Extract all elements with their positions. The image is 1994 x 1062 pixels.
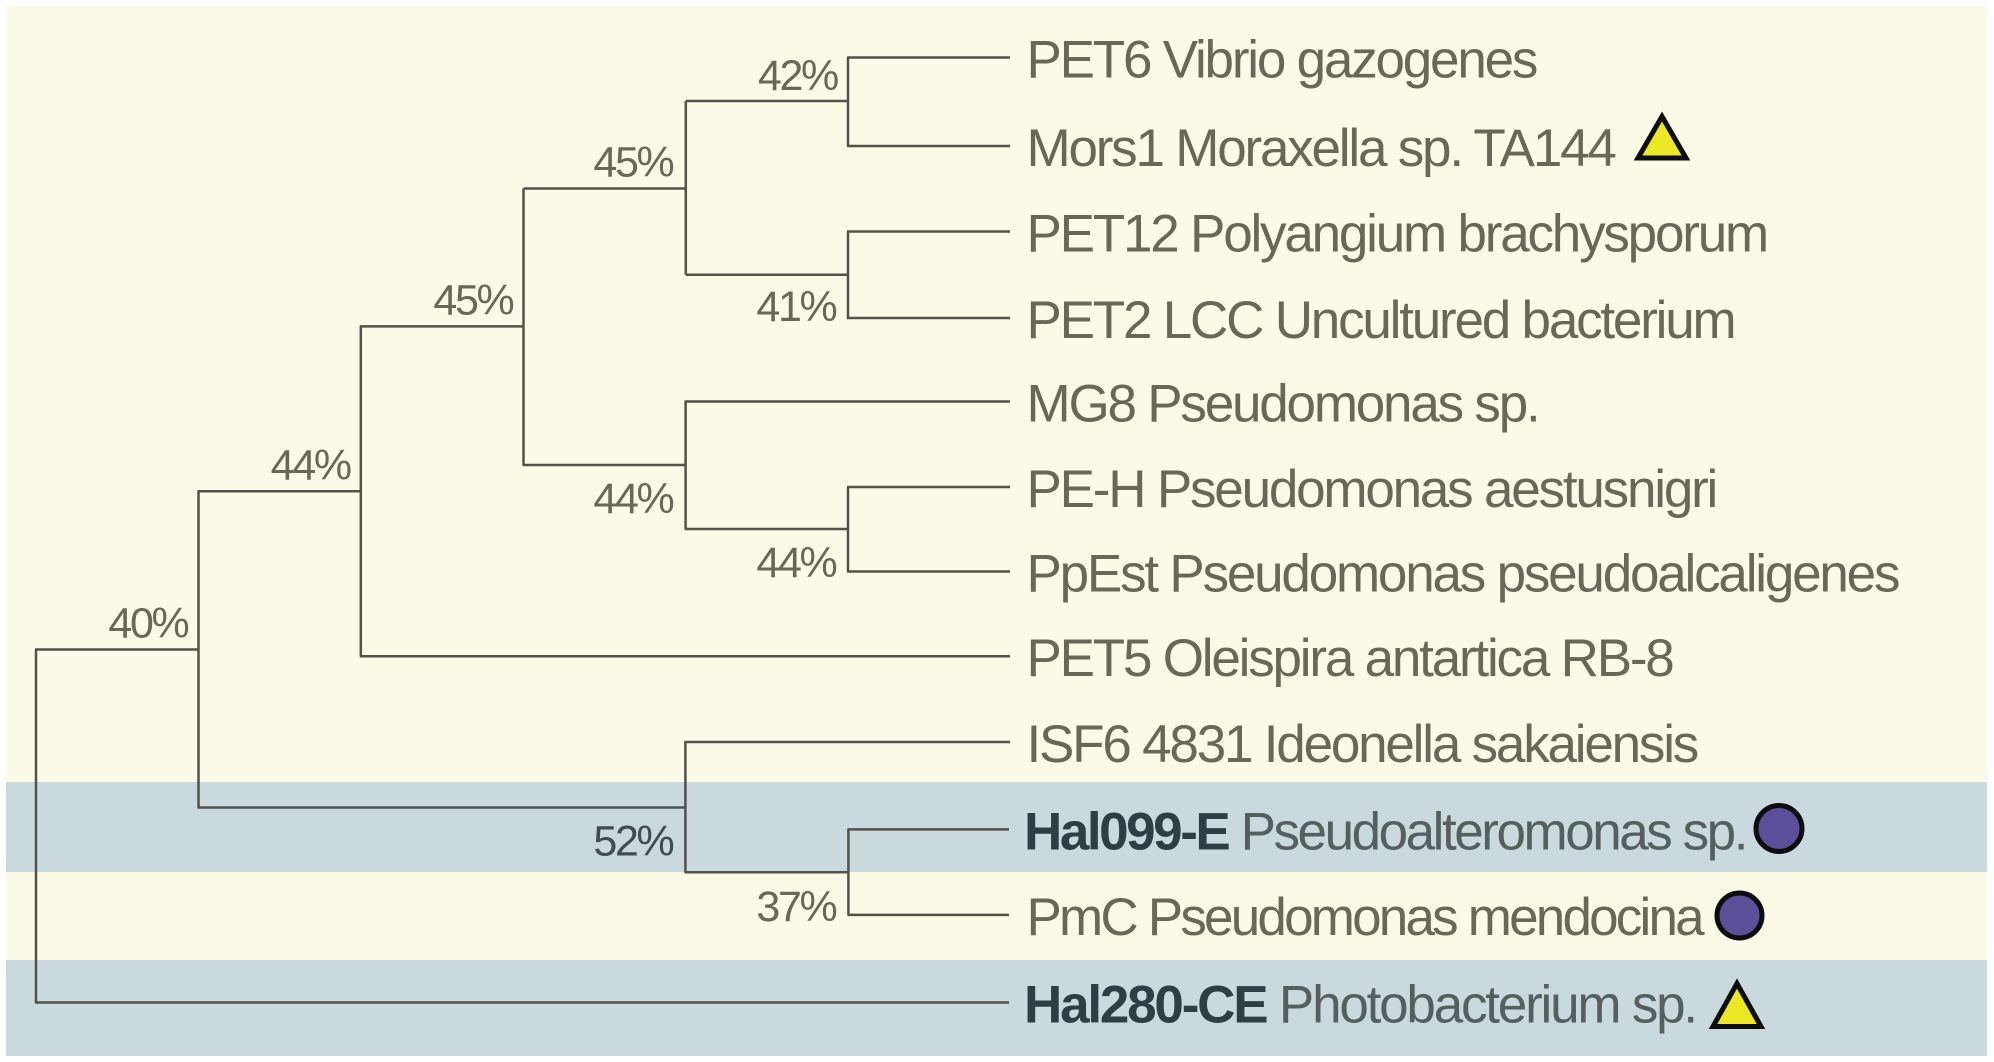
svg-text:44%: 44% — [756, 539, 836, 587]
svg-text:PmC Pseudomonas mendocina: PmC Pseudomonas mendocina — [1027, 888, 1706, 947]
svg-text:Mors1 Moraxella sp. TA144: Mors1 Moraxella sp. TA144 — [1027, 119, 1616, 178]
svg-text:PET2 LCC Uncultured bacterium: PET2 LCC Uncultured bacterium — [1027, 291, 1735, 350]
svg-text:40%: 40% — [108, 600, 188, 648]
svg-text:41%: 41% — [756, 283, 836, 331]
svg-text:PpEst Pseudomonas pseudoalcali: PpEst Pseudomonas pseudoalcaligenes — [1027, 545, 1899, 604]
svg-text:PET6 Vibrio gazogenes: PET6 Vibrio gazogenes — [1027, 31, 1537, 90]
svg-text:MG8 Pseudomonas sp.: MG8 Pseudomonas sp. — [1027, 375, 1539, 434]
svg-text:ISF6 4831 Ideonella sakaiensis: ISF6 4831 Ideonella sakaiensis — [1027, 715, 1698, 774]
svg-text:Hal099-E Pseudoalteromonas sp.: Hal099-E Pseudoalteromonas sp. — [1024, 802, 1746, 861]
svg-text:PET5 Oleispira antartica RB-8: PET5 Oleispira antartica RB-8 — [1027, 629, 1674, 688]
svg-text:42%: 42% — [758, 52, 838, 100]
svg-text:37%: 37% — [756, 883, 836, 931]
svg-text:45%: 45% — [593, 139, 673, 187]
svg-text:Hal280-CE Photobacterium sp.: Hal280-CE Photobacterium sp. — [1024, 976, 1696, 1035]
svg-text:45%: 45% — [433, 276, 513, 324]
svg-text:44%: 44% — [593, 475, 673, 523]
svg-text:PET12 Polyangium brachysporum: PET12 Polyangium brachysporum — [1027, 205, 1767, 264]
svg-text:PE-H Pseudomonas aestusnigri: PE-H Pseudomonas aestusnigri — [1027, 460, 1717, 519]
svg-text:52%: 52% — [593, 818, 673, 866]
svg-text:44%: 44% — [271, 441, 351, 489]
